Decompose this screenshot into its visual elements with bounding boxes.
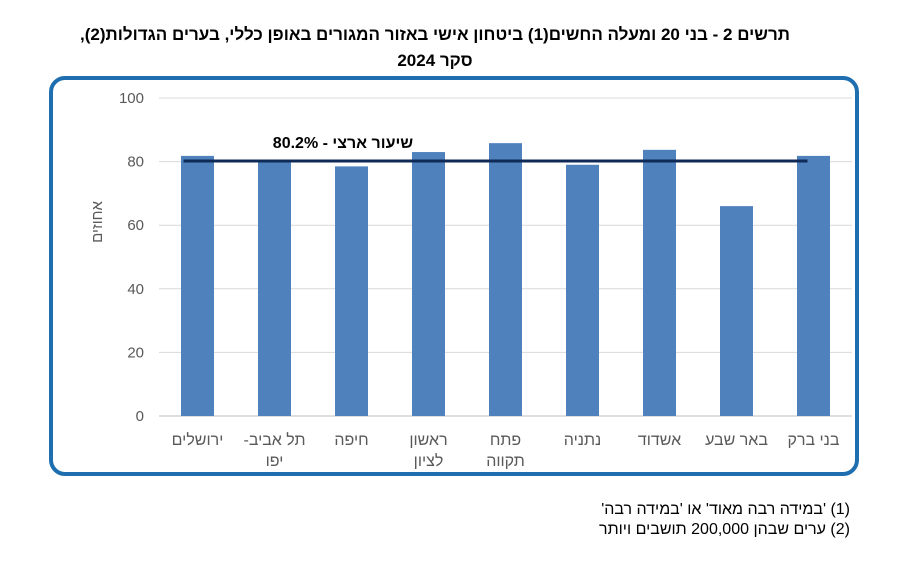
y-tick-label: 40 [127,281,144,298]
bar [489,143,522,416]
bar [720,206,753,416]
bar [181,155,214,416]
x-tick-label: נתניה [564,432,601,449]
x-tick-label: ראשון [409,432,447,449]
bar [566,164,599,416]
chart-title-line-1: תרשים 2 - בני 20 ומעלה החשים(1) ביטחון א… [80,25,790,44]
reference-line-label: שיעור ארצי - 80.2% [273,135,414,152]
x-tick-label: בני ברק [788,432,840,449]
x-tick-label: תל אביב- [243,431,305,449]
x-tick-label: חיפה [334,432,368,449]
bar [412,152,445,416]
footnote-1: (1) 'במידה רבה מאוד' או 'במידה רבה' [601,501,850,518]
y-tick-label: 0 [136,408,144,425]
bar [258,160,291,416]
x-tick-label: יפו [266,453,284,470]
x-tick-label: אשדוד [638,432,681,449]
chart-frame [49,76,859,476]
x-tick-label: באר שבע [705,432,768,449]
y-tick-label: 20 [127,344,144,361]
y-tick-label: 60 [127,217,144,234]
bar [797,155,830,416]
x-tick-label: לציון [414,452,444,470]
y-axis-label: אחוזים [89,201,106,243]
y-tick-label: 80 [127,154,144,171]
bar [643,149,676,417]
x-tick-label: ירושלים [172,431,224,449]
x-tick-label: פתח [490,432,521,449]
x-tick-label: תקווה [486,453,525,470]
chart-title-line-2: סקר 2024 [397,51,473,70]
y-tick-label: 100 [119,90,144,107]
bar [335,166,368,416]
footnote-2: (2) ערים שבהן 200,000 תושבים ויותר [599,521,850,538]
